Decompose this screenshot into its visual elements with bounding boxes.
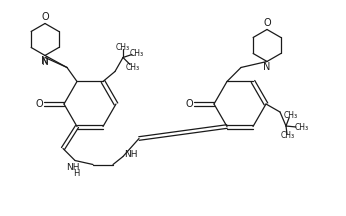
Text: N: N — [263, 62, 271, 73]
Text: H: H — [73, 169, 79, 178]
Text: NH: NH — [124, 150, 138, 159]
Text: O: O — [41, 13, 49, 22]
Text: O: O — [185, 99, 193, 109]
Text: NH: NH — [66, 163, 80, 172]
Text: CH₃: CH₃ — [130, 49, 144, 58]
Text: CH₃: CH₃ — [284, 111, 298, 121]
Text: O: O — [263, 19, 271, 29]
Text: O: O — [35, 99, 43, 109]
Text: N: N — [42, 58, 48, 67]
Text: CH₃: CH₃ — [295, 124, 309, 132]
Text: CH₃: CH₃ — [116, 43, 130, 52]
Text: CH₃: CH₃ — [281, 132, 295, 140]
Text: N: N — [41, 56, 49, 67]
Text: CH₃: CH₃ — [126, 63, 140, 72]
